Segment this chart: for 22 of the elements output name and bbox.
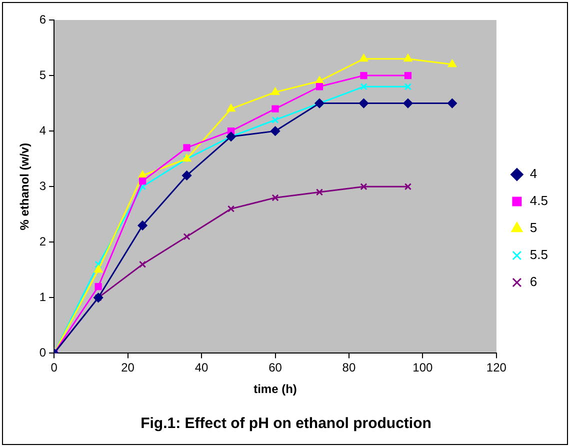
y-tick-label: 4 (39, 123, 46, 138)
legend-label: 5.5 (530, 247, 548, 262)
y-tick-label: 0 (39, 346, 46, 360)
legend-label: 5 (530, 220, 538, 236)
x-tick-label: 60 (268, 360, 282, 375)
y-tick-label: 5 (39, 68, 46, 82)
x-tick-label: 20 (121, 360, 135, 375)
y-axis-title: % ethanol (w/v) (18, 142, 32, 230)
x-tick-label: 120 (486, 360, 507, 375)
y-tick-label: 2 (39, 234, 46, 248)
x-tick-label: 80 (342, 360, 356, 375)
x-axis-title: time (h) (254, 382, 297, 396)
x-tick-label: 100 (412, 360, 434, 375)
legend-label: 4.5 (530, 193, 548, 208)
y-tick-label: 1 (39, 290, 46, 304)
y-tick-label: 6 (39, 12, 46, 26)
x-tick-label: 40 (194, 360, 209, 375)
y-tick-label: 3 (39, 178, 46, 193)
legend-label: 6 (530, 274, 538, 290)
legend-label: 4 (530, 166, 538, 182)
text: Fig.1: Effect of pH on ethanol production (140, 415, 432, 432)
x-tick-label: 0 (50, 360, 58, 375)
